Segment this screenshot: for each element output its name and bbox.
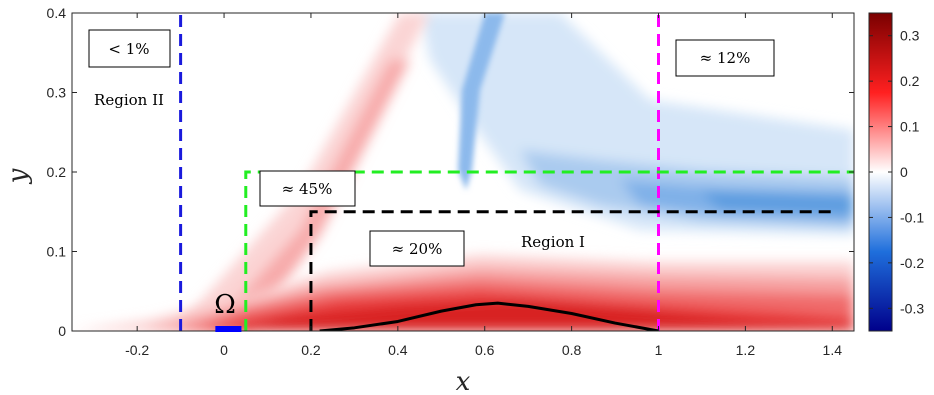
green-box-line	[244, 170, 854, 331]
x-tick-label: -0.2	[125, 342, 149, 358]
x-tick-label: 1.2	[736, 342, 756, 358]
annotation-box-45	[259, 170, 356, 207]
annotation-omega: Ω	[214, 290, 236, 320]
colorbar-tick-label: 0.2	[900, 73, 920, 89]
y-tick-label: 0	[58, 323, 66, 339]
annotation-lt1: < 1%	[108, 40, 149, 58]
x-tick-label: 1	[655, 342, 663, 358]
y-tick-label: 0.3	[47, 85, 67, 101]
bump-curve	[319, 301, 659, 331]
x-tick-label: 0.8	[562, 342, 582, 358]
x-axis-label: x	[456, 367, 471, 395]
colorbar-tick-label: 0	[900, 164, 908, 180]
annotation-45: ≈ 45%	[282, 180, 333, 198]
colorbar-tick-label: 0.1	[900, 119, 920, 135]
x-tick-label: 1.4	[823, 342, 843, 358]
annotation-box-lt1	[88, 29, 171, 68]
y-tick-label: 0.1	[47, 244, 67, 260]
colorbar-tick-label: -0.1	[900, 209, 924, 225]
x-tick-label: 0.4	[388, 342, 408, 358]
y-axis-label: y	[3, 168, 33, 184]
annotation-box-20	[369, 230, 465, 267]
y-tick-label: 0.4	[47, 5, 67, 21]
y-tick-label: 0.2	[47, 164, 67, 180]
colorbar-tick-label: -0.3	[900, 300, 924, 316]
x-tick-label: 0.6	[475, 342, 495, 358]
annotation-12: ≈ 12%	[700, 49, 751, 67]
annotation-box-12	[675, 39, 775, 77]
x-tick-label: 0	[220, 342, 228, 358]
x-tick-label: 0.2	[301, 342, 321, 358]
colorbar-tick-label: 0.3	[900, 28, 920, 44]
colorbar-tick-label: -0.2	[900, 255, 924, 271]
annotation-20: ≈ 20%	[392, 240, 443, 258]
black-box-line	[309, 210, 833, 331]
annotation-region-i: Region I	[521, 233, 585, 251]
annotation-region-ii: Region II	[94, 91, 164, 109]
